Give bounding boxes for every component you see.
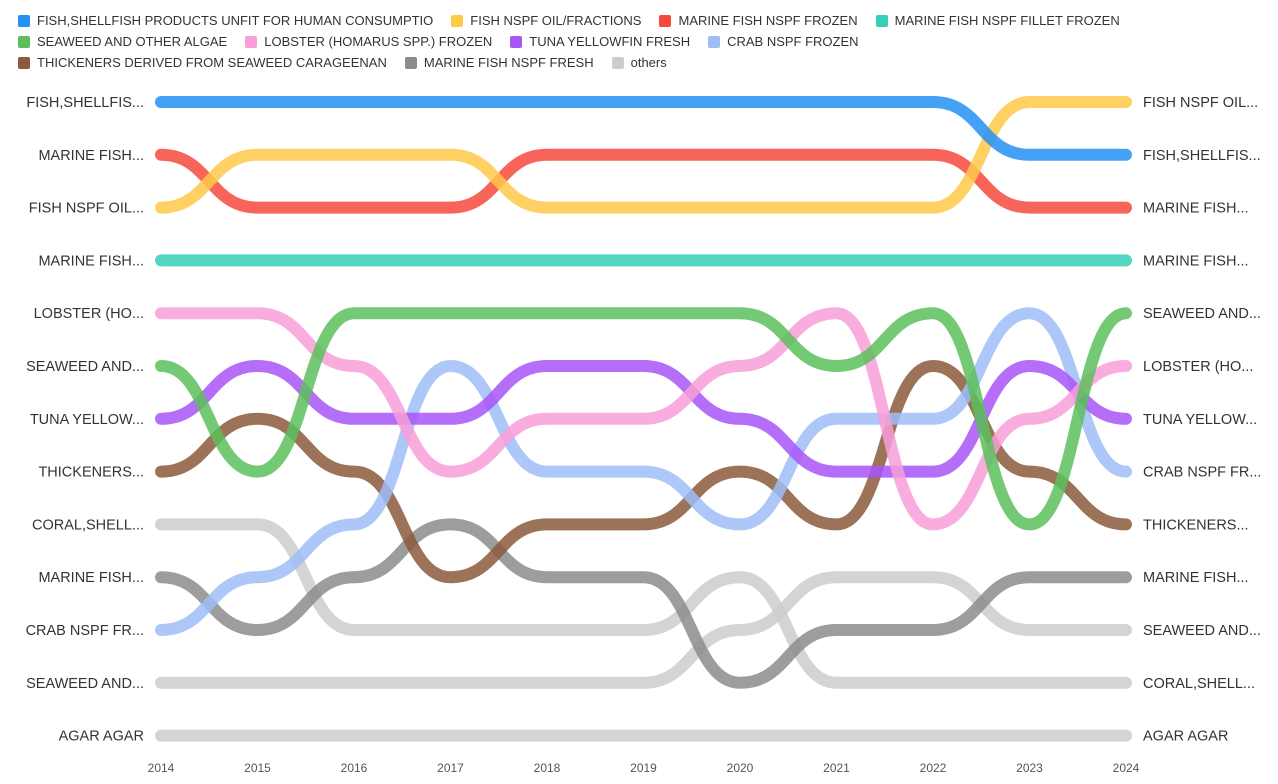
x-tick-label: 2024 [1113, 761, 1140, 775]
right-rank-label: THICKENERS... [1143, 517, 1249, 533]
x-tick-label: 2022 [920, 761, 947, 775]
left-rank-label: SEAWEED AND... [26, 359, 144, 375]
legend-swatch [451, 14, 464, 27]
series-line[interactable] [155, 518, 1132, 689]
series-line[interactable] [155, 571, 1132, 689]
x-tick-label: 2017 [437, 761, 464, 775]
legend-label: FISH NSPF OIL/FRACTIONS [470, 13, 642, 28]
x-tick-label: 2018 [534, 761, 561, 775]
x-tick-label: 2016 [341, 761, 368, 775]
left-rank-label: AGAR AGAR [59, 729, 144, 745]
legend-item[interactable]: others [611, 54, 667, 71]
x-tick-label: 2021 [823, 761, 850, 775]
legend-swatch [245, 35, 258, 48]
left-rank-label: THICKENERS... [38, 465, 144, 481]
legend-label: CRAB NSPF FROZEN [727, 34, 859, 49]
legend-item[interactable]: LOBSTER (HOMARUS SPP.) FROZEN [245, 33, 492, 50]
right-rank-label: SEAWEED AND... [1143, 623, 1261, 639]
left-rank-label: TUNA YELLOW... [30, 412, 144, 428]
legend-item[interactable]: FISH NSPF OIL/FRACTIONS [451, 12, 641, 29]
left-rank-label: SEAWEED AND... [26, 676, 144, 692]
right-rank-label: AGAR AGAR [1143, 729, 1228, 745]
legend-swatch [18, 35, 30, 48]
left-rank-label: FISH NSPF OIL... [29, 201, 144, 217]
legend-swatch [611, 56, 624, 69]
left-rank-label: MARINE FISH... [38, 253, 144, 269]
right-rank-label: FISH NSPF OIL... [1143, 95, 1258, 111]
legend-swatch [18, 56, 30, 69]
left-rank-label: CORAL,SHELL... [32, 517, 144, 533]
legend-item[interactable]: TUNA YELLOWFIN FRESH [510, 33, 690, 50]
x-tick-label: 2019 [630, 761, 657, 775]
right-rank-label: TUNA YELLOW... [1143, 412, 1257, 428]
left-rank-label: FISH,SHELLFIS... [26, 95, 144, 111]
right-rank-label: CORAL,SHELL... [1143, 676, 1255, 692]
x-tick-label: 2014 [148, 761, 175, 775]
right-rank-label: MARINE FISH... [1143, 201, 1249, 217]
legend-item[interactable]: MARINE FISH NSPF FILLET FROZEN [875, 12, 1120, 29]
x-tick-label: 2015 [244, 761, 271, 775]
legend-swatch [875, 14, 888, 27]
left-rank-label: MARINE FISH... [38, 148, 144, 164]
left-rank-label: MARINE FISH... [38, 570, 144, 586]
legend-item[interactable]: MARINE FISH NSPF FROZEN [659, 12, 858, 29]
legend-item[interactable]: THICKENERS DERIVED FROM SEAWEED CARAGEEN… [18, 54, 387, 71]
right-rank-label: CRAB NSPF FR... [1143, 465, 1261, 481]
series-line[interactable] [155, 307, 1132, 531]
series-line[interactable] [155, 95, 1132, 161]
right-rank-label: MARINE FISH... [1143, 570, 1249, 586]
right-rank-label: LOBSTER (HO... [1143, 359, 1253, 375]
legend-label: MARINE FISH NSPF FRESH [423, 55, 594, 70]
legend-label: SEAWEED AND OTHER ALGAE [37, 34, 228, 49]
legend-item[interactable]: FISH,SHELLFISH PRODUCTS UNFIT FOR HUMAN … [18, 12, 433, 29]
legend-swatch [659, 14, 672, 27]
right-rank-label: SEAWEED AND... [1143, 306, 1261, 322]
right-rank-label: MARINE FISH... [1143, 253, 1249, 269]
legend-swatch [510, 35, 523, 48]
series-line[interactable] [155, 307, 1132, 531]
legend-item[interactable]: MARINE FISH NSPF FRESH [404, 54, 594, 71]
series-line[interactable] [155, 95, 1132, 214]
left-rank-label: CRAB NSPF FR... [26, 623, 144, 639]
series-line[interactable] [155, 307, 1132, 636]
legend-label: MARINE FISH NSPF FROZEN [678, 13, 858, 28]
legend-label: TUNA YELLOWFIN FRESH [529, 34, 691, 49]
x-tick-label: 2020 [727, 761, 754, 775]
x-tick-label: 2023 [1016, 761, 1043, 775]
legend-item[interactable]: SEAWEED AND OTHER ALGAE [18, 33, 227, 50]
legend-swatch [404, 56, 417, 69]
legend-label: others [630, 55, 667, 70]
legend-label: LOBSTER (HOMARUS SPP.) FROZEN [264, 34, 493, 49]
left-rank-label: LOBSTER (HO... [34, 306, 144, 322]
legend: FISH,SHELLFISH PRODUCTS UNFIT FOR HUMAN … [18, 12, 1218, 71]
legend-label: THICKENERS DERIVED FROM SEAWEED CARAGEEN… [37, 55, 387, 70]
legend-swatch [18, 14, 30, 27]
legend-item[interactable]: CRAB NSPF FROZEN [708, 33, 859, 50]
legend-label: MARINE FISH NSPF FILLET FROZEN [894, 13, 1120, 28]
legend-label: FISH,SHELLFISH PRODUCTS UNFIT FOR HUMAN … [37, 13, 434, 28]
right-rank-label: FISH,SHELLFIS... [1143, 148, 1261, 164]
legend-swatch [708, 35, 721, 48]
